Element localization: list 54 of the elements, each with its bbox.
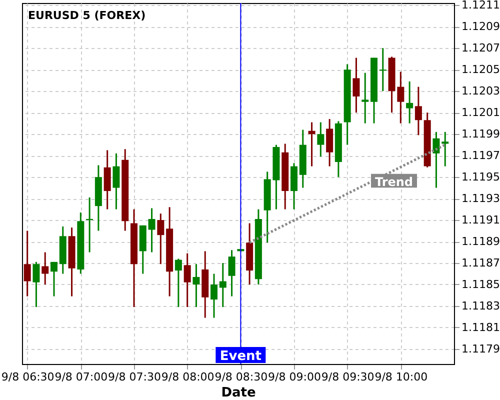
candlestick <box>442 131 449 168</box>
candlestick <box>317 122 324 158</box>
candlestick <box>148 207 156 254</box>
y-tick-label: 1.1195 <box>462 170 500 184</box>
candlestick <box>406 80 414 124</box>
candlestick <box>308 122 316 168</box>
x-tick-label: 9/8 06:30 <box>1 370 54 384</box>
candlestick <box>192 263 200 308</box>
y-tick-label: 1.1189 <box>462 235 500 248</box>
candlestick <box>414 86 422 136</box>
candlestick <box>352 57 360 114</box>
candlestick <box>112 152 120 210</box>
y-tick-label: 1.1185 <box>462 278 500 291</box>
y-tick-label: 1.1207 <box>462 42 500 55</box>
y-tick-label: 1.1193 <box>462 192 500 206</box>
candlestick <box>228 249 236 298</box>
candlestick <box>184 252 191 308</box>
y-tick-label: 1.1191 <box>462 214 500 227</box>
x-tick-label: 9/8 09:30 <box>321 370 374 384</box>
candlestick <box>24 230 31 298</box>
y-tick-label: 1.1205 <box>462 63 500 76</box>
candlestick <box>432 131 440 189</box>
y-tick-label: 1.1183 <box>462 299 500 312</box>
x-tick-label: 9/8 08:30 <box>214 370 268 384</box>
x-tick-label: 9/8 10:00 <box>374 370 428 384</box>
y-tick-label: 1.1209 <box>462 20 500 34</box>
candlestick <box>362 72 369 124</box>
candlestick <box>32 261 40 308</box>
x-tick-label: 9/8 09:00 <box>268 370 321 384</box>
y-tick-label: 1.1211 <box>462 0 500 12</box>
candlestick <box>219 262 226 308</box>
x-tick-label: 9/8 08:00 <box>161 370 214 384</box>
candlestick <box>210 273 218 319</box>
y-tick-label: 1.1199 <box>462 128 500 141</box>
candlestick <box>174 258 182 308</box>
y-tick-label: 1.1179 <box>462 342 500 356</box>
x-axis-title: Date <box>221 386 256 400</box>
series-label: Trend <box>374 174 414 189</box>
x-tick-label: 9/8 07:00 <box>54 370 108 384</box>
y-tick-label: 1.1203 <box>462 84 500 98</box>
candlestick <box>326 118 334 168</box>
y-tick-label: 1.1201 <box>462 106 500 120</box>
candlestick <box>157 212 164 265</box>
y-tick-label: 1.1187 <box>462 256 500 270</box>
candlestick <box>104 149 111 210</box>
candlestick <box>50 261 58 298</box>
y-tick-label: 1.1181 <box>462 320 500 334</box>
candlestick <box>86 196 94 254</box>
candlestick <box>42 252 49 286</box>
candlestick <box>379 47 386 92</box>
y-tick-label: 1.1197 <box>462 149 500 162</box>
ref-line-label: Event <box>220 349 262 364</box>
x-tick-label: 9/8 07:30 <box>108 370 161 384</box>
text: EURUSD 5 (FOREX) <box>28 9 146 22</box>
